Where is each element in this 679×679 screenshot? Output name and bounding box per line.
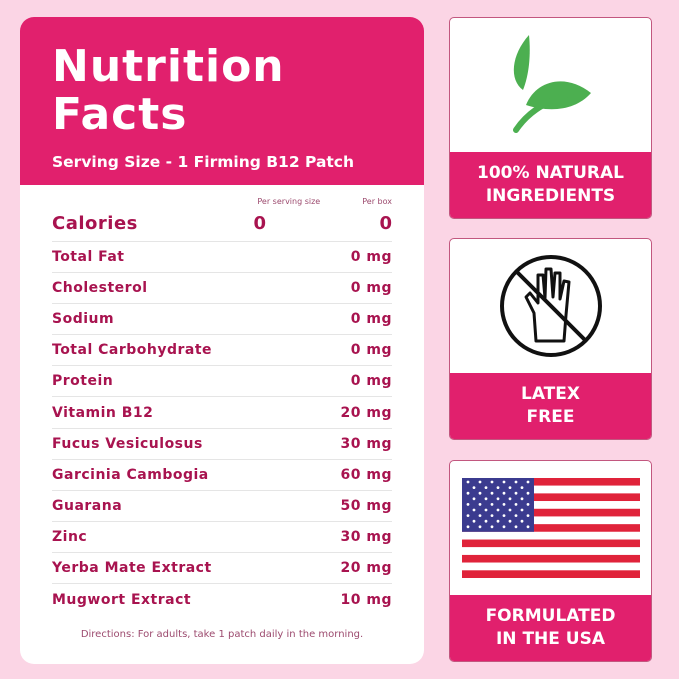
nutrient-row: Cholesterol 0 mg [52, 273, 392, 305]
nutrient-amount: 20 mg [340, 559, 392, 576]
title-line-1: Nutrition [52, 41, 285, 92]
nutrient-amount: 0 mg [350, 342, 392, 359]
directions: Directions: For adults, take 1 patch dai… [80, 629, 364, 641]
nutrition-header: Nutrition Facts Serving Size - 1 Firming … [20, 17, 424, 185]
badge-label: 100% NATURAL INGREDIENTS [450, 152, 651, 218]
nutrient-name: Guarana [52, 497, 123, 514]
natural-ingredients-badge: 100% NATURAL INGREDIENTS [449, 17, 652, 219]
per-serving-header: Per serving size [257, 197, 321, 206]
nutrient-name: Zinc [52, 528, 88, 545]
nutrient-row: Guarana 50 mg [52, 491, 392, 522]
nutrient-amount: 20 mg [340, 404, 392, 421]
nutrient-row: Garcinia Cambogia 60 mg [52, 460, 392, 491]
nutrient-row: Zinc 30 mg [52, 522, 392, 553]
nutrient-row: Fucus Vesiculosus 30 mg [52, 429, 392, 460]
nutrient-name: Fucus Vesiculosus [52, 435, 203, 452]
calories-per-box: 0 [379, 213, 392, 234]
nutrient-list: Total Fat 0 mg Cholesterol 0 mg Sodium 0 mg To… [52, 242, 392, 615]
nutrient-name: Garcinia Cambogia [52, 466, 209, 483]
per-box-header: Per box [362, 197, 392, 206]
nutrient-row: Yerba Mate Extract 20 mg [52, 553, 392, 585]
us-flag-icon [461, 478, 640, 578]
calories-per-serving: 0 [253, 213, 266, 234]
no-glove-icon [499, 255, 602, 357]
nutrient-amount: 30 mg [340, 435, 392, 452]
nutrient-name: Total Carbohydrate [52, 342, 213, 359]
nutrient-row: Sodium 0 mg [52, 304, 392, 336]
nutrient-amount: 50 mg [340, 497, 392, 514]
nutrient-row: Vitamin B12 20 mg [52, 397, 392, 429]
nutrient-amount: 60 mg [340, 466, 392, 483]
badge-label: LATEX FREE [450, 373, 651, 439]
column-headers: Per serving size Per box [52, 197, 392, 206]
calories-label: Calories [52, 213, 138, 234]
nutrient-name: Mugwort Extract [52, 591, 192, 608]
nutrient-row: Protein 0 mg [52, 366, 392, 398]
nutrient-name: Protein [52, 373, 114, 390]
nutrient-amount: 30 mg [340, 528, 392, 545]
badge-label: FORMULATED IN THE USA [450, 595, 651, 661]
nutrient-amount: 0 mg [350, 280, 392, 297]
title: Nutrition Facts [52, 43, 392, 139]
leaf-icon [512, 35, 591, 133]
nutrient-amount: 10 mg [340, 591, 392, 608]
nutrition-facts-card: Nutrition Facts Serving Size - 1 Firming … [20, 17, 424, 664]
nutrient-row: Total Fat 0 mg [52, 242, 392, 274]
nutrient-name: Yerba Mate Extract [52, 559, 212, 576]
calories-row: Calories 0 0 [52, 206, 392, 242]
nutrient-amount: 0 mg [350, 373, 392, 390]
nutrient-row: Mugwort Extract 10 mg [52, 584, 392, 615]
nutrient-amount: 0 mg [350, 311, 392, 328]
nutrient-name: Cholesterol [52, 280, 148, 297]
nutrient-row: Total Carbohydrate 0 mg [52, 335, 392, 367]
nutrient-name: Sodium [52, 311, 115, 328]
nutrient-name: Vitamin B12 [52, 404, 154, 421]
serving-size: Serving Size - 1 Firming B12 Patch [52, 153, 355, 171]
nutrient-name: Total Fat [52, 249, 125, 266]
usa-badge: FORMULATED IN THE USA [449, 460, 652, 662]
title-line-2: Facts [52, 89, 188, 140]
nutrient-amount: 0 mg [350, 249, 392, 266]
latex-free-badge: LATEX FREE [449, 238, 652, 440]
